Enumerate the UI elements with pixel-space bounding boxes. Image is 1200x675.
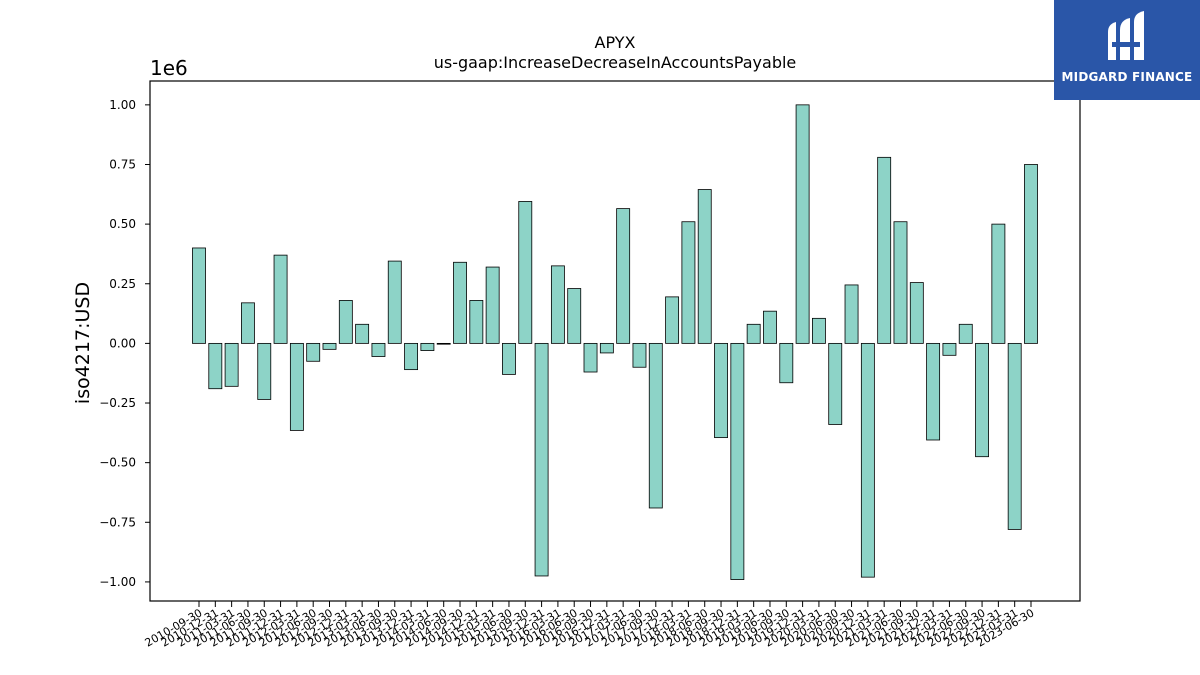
bar [909,282,924,344]
bar [502,342,516,375]
y-offset-label: 1e6 [150,56,188,80]
y-tick-label: 0.25 [109,277,136,291]
y-tick-label: 0.50 [109,217,136,231]
bar [453,261,467,344]
bar [779,342,794,384]
bar [1007,342,1022,530]
x-axis-ticks: 2010-09-302010-12-312011-03-312011-06-30… [143,601,1037,650]
bar [338,300,353,344]
bar [1024,164,1038,344]
bar [322,342,337,350]
bar [958,323,973,344]
bar [550,265,565,344]
bar [860,342,875,578]
bar [991,223,1006,344]
bar [518,201,533,344]
bar [681,221,696,344]
bar [420,342,435,351]
y-axis-label: iso4217:USD [72,282,94,404]
chart-subtitle: us-gaap:IncreaseDecreaseInAccountsPayabl… [434,53,797,72]
plot-frame [149,80,1081,602]
bar [665,296,680,344]
y-tick-label: 0.00 [109,336,136,350]
bar [289,342,304,431]
bar [926,342,941,441]
bar [355,323,370,344]
y-tick-label: −1.00 [99,575,136,589]
bar [387,260,402,344]
bar [257,342,272,400]
bar [746,323,761,344]
bar [192,247,206,344]
bar [893,221,908,344]
bar [877,156,892,344]
bar [241,302,255,344]
bar [648,342,663,509]
bar [485,266,500,344]
bar [404,342,418,371]
bars-group [192,104,1038,580]
bar [224,342,239,387]
bar [273,254,288,344]
bar [436,342,451,345]
bar [371,342,386,357]
bar [795,104,810,344]
bar [469,300,484,344]
bar [583,342,598,373]
y-axis-ticks: 1.00 0.75 0.50 0.25 0.00 −0.25 −0.50 −0.75 −1.00 [99,98,150,589]
bar [567,288,582,344]
y-tick-label: −0.50 [99,456,136,470]
bar [714,342,728,439]
logo-mark-icon [1108,11,1144,60]
y-tick-label: 1.00 [109,98,136,112]
bar [208,342,223,390]
logo-text: MIDGARD FINANCE [1061,70,1193,84]
bar [975,342,989,458]
y-tick-label: 0.75 [109,157,136,171]
midgard-finance-logo: MIDGARD FINANCE [1054,0,1200,100]
bar [828,342,843,425]
bar [812,317,826,344]
bar [599,342,614,354]
y-tick-label: −0.75 [99,515,136,529]
bar [730,342,745,580]
bar [942,342,957,356]
bar [534,342,549,577]
bar [616,208,631,344]
bar [844,284,859,344]
bar [632,342,647,368]
bar [306,342,321,362]
y-tick-label: −0.25 [99,396,136,410]
bar [763,310,777,344]
bar [697,189,712,344]
chart-title: APYX [595,33,636,52]
